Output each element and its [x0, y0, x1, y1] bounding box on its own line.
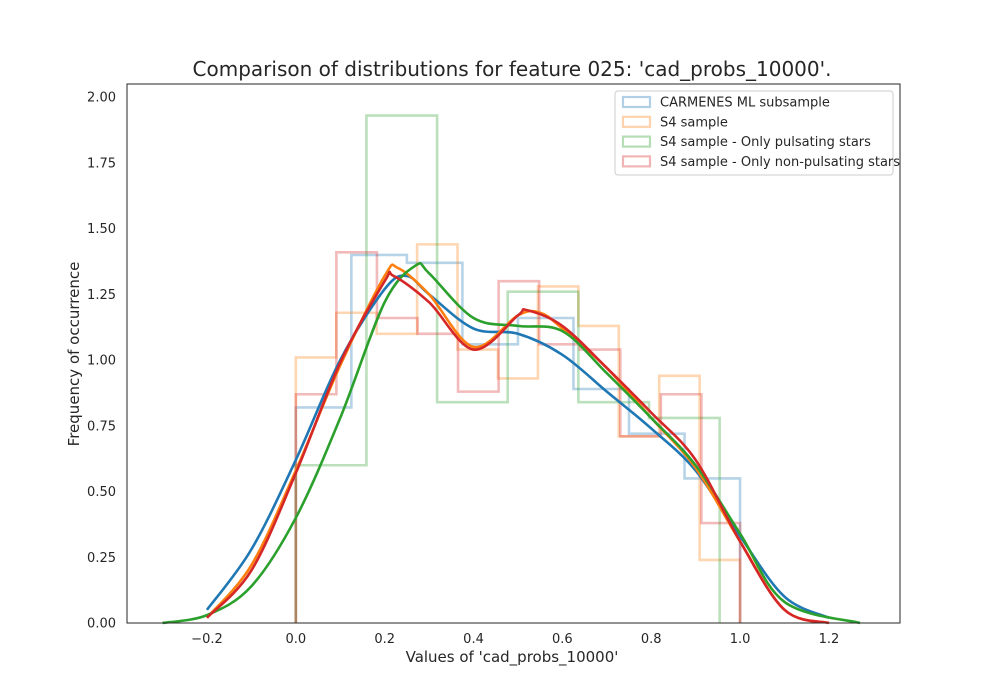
- legend-box: [614, 90, 894, 176]
- x-tick-label: 0.4: [463, 632, 484, 647]
- x-tick-label: 0.0: [285, 632, 306, 647]
- x-tick-label: 0.8: [641, 632, 662, 647]
- histogram-series-2: [294, 243, 742, 623]
- axis-ticks: −0.2 0.0 0.2 0.4 0.6 0.8 1.0 1.2 0.00 0.25 0.50 0.7…: [87, 91, 839, 647]
- x-tick-label: 0.6: [552, 632, 573, 647]
- legend: CARMENES ML subsample S4 sample S4 sample …: [614, 90, 900, 176]
- y-tick-label: 0.00: [87, 617, 116, 632]
- legend-label: S4 sample - Only pulsating stars: [660, 135, 871, 150]
- chart-title: Comparison of distributions for feature …: [193, 57, 832, 81]
- legend-swatch: [621, 155, 652, 168]
- y-tick-label: 1.25: [87, 288, 116, 303]
- y-tick-label: 1.75: [87, 156, 116, 171]
- y-axis-label: Frequency of occurrence: [65, 262, 83, 447]
- y-tick-label: 1.50: [87, 222, 116, 237]
- legend-swatch: [621, 115, 652, 128]
- legend-swatch: [621, 95, 652, 109]
- plot-frame: [126, 83, 901, 624]
- y-tick-label: 0.75: [87, 419, 116, 434]
- histogram-series-1: [294, 253, 742, 623]
- kde-line-series-4: [206, 270, 830, 625]
- y-tick-label: 1.00: [87, 354, 116, 369]
- histogram-series-4: [294, 250, 742, 623]
- kde-curves: [162, 262, 861, 625]
- y-tick-label: 0.25: [87, 551, 116, 566]
- legend-label: S4 sample: [660, 115, 728, 130]
- legend-label: CARMENES ML subsample: [660, 96, 830, 111]
- x-tick-label: 1.0: [730, 632, 751, 647]
- y-tick-label: 0.50: [87, 485, 116, 500]
- x-tick-label: −0.2: [191, 632, 223, 647]
- x-axis-label: Values of 'cad_probs_10000': [406, 648, 619, 667]
- x-tick-label: 0.2: [374, 632, 395, 647]
- legend-label: S4 sample - Only non-pulsating stars: [660, 155, 900, 170]
- histograms: [294, 114, 742, 623]
- legend-swatch: [621, 135, 652, 148]
- x-tick-label: 1.2: [819, 632, 840, 647]
- y-tick-label: 2.00: [87, 91, 116, 106]
